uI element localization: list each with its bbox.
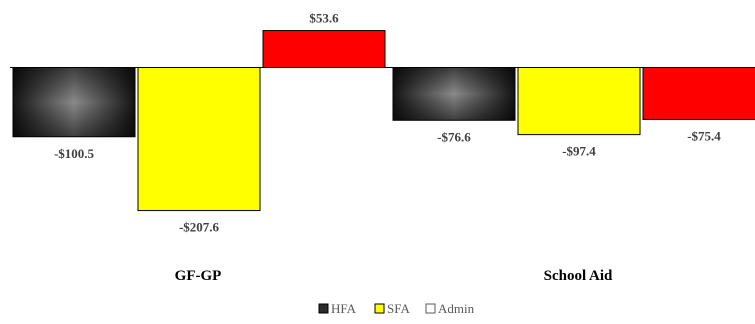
- legend-label-admin: Admin: [438, 301, 475, 316]
- bars-layer: [12, 30, 755, 212]
- sfa-bar-school-aid-data-label: -$97.4: [562, 144, 596, 159]
- data-labels-layer: -$100.5 -$207.6 $53.6 -$76.6 -$97.4 -$75.4: [54, 11, 721, 235]
- category-labels-layer: GF-GP School Aid: [175, 268, 613, 284]
- legend-swatch-hfa: [318, 303, 329, 314]
- category-label-gf-gp: GF-GP: [175, 268, 222, 284]
- sfa-bar-school-aid: [517, 67, 641, 136]
- legend-swatch-admin: [425, 303, 436, 314]
- admin-bar-school-aid: [642, 67, 755, 120]
- admin-bar-school-aid-data-label: -$75.4: [687, 128, 721, 143]
- hfa-bar-gf-gp-data-label: -$100.5: [54, 146, 95, 161]
- category-label-school-aid: School Aid: [544, 268, 613, 284]
- sfa-bar-gf-gp: [137, 67, 261, 212]
- hfa-bar-gf-gp-shade: [13, 67, 135, 137]
- sfa-bar-gf-gp-data-label: -$207.6: [179, 220, 220, 235]
- admin-bar-gf-gp: [262, 30, 386, 68]
- legend-swatch-sfa: [374, 303, 385, 314]
- hfa-bar-school-aid-data-label: -$76.6: [437, 129, 471, 144]
- legend: HFA SFA Admin: [318, 301, 475, 316]
- admin-bar-gf-gp-data-label: $53.6: [309, 11, 339, 26]
- hfa-bar-school-aid-shade: [393, 67, 515, 121]
- legend-label-hfa: HFA: [331, 301, 357, 316]
- legend-label-sfa: SFA: [387, 301, 410, 316]
